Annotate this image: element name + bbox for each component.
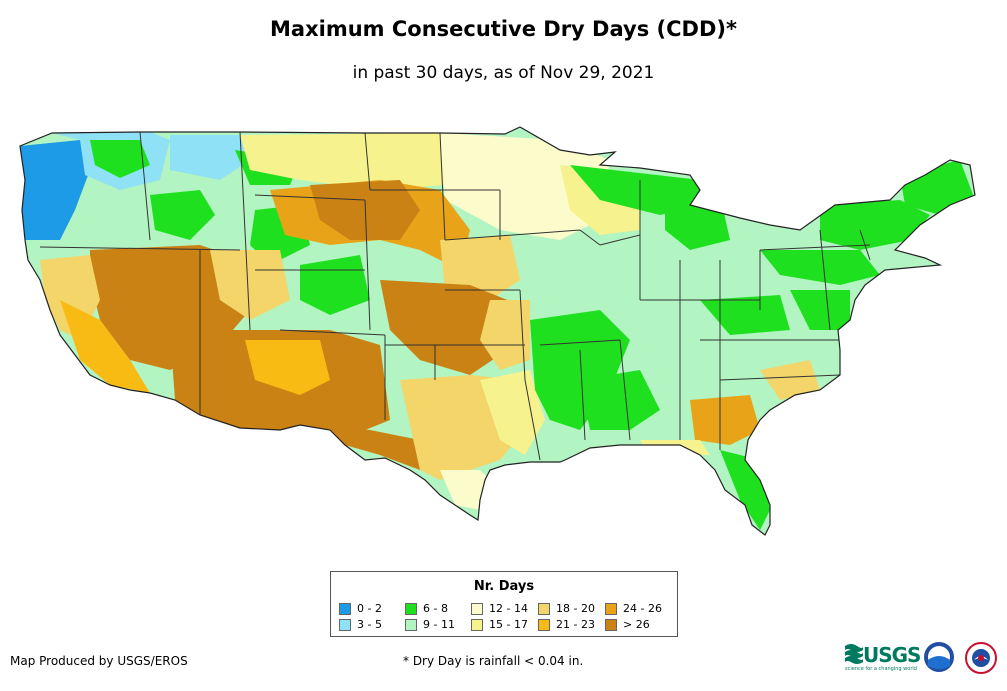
dry-day-note: * Dry Day is rainfall < 0.04 in. — [403, 654, 584, 668]
legend-item-gt26: > 26 — [605, 618, 650, 631]
legend-swatch — [605, 618, 617, 631]
logo-graphics — [845, 642, 997, 674]
region-idaho-6-8 — [150, 190, 215, 240]
legend-item-0-2: 0 - 2 — [339, 602, 382, 615]
usgs-wave-icon — [845, 644, 863, 664]
legend-label: 0 - 2 — [357, 602, 382, 615]
legend-item-21-23: 21 - 23 — [538, 618, 595, 631]
region-dakotas-12-14 — [440, 133, 610, 240]
region-arkansas-missouri-6-8 — [530, 310, 630, 430]
legend-swatch — [405, 618, 417, 631]
legend-label: 21 - 23 — [556, 618, 595, 631]
usgs-tagline: science for a changing world — [845, 666, 917, 672]
legend-label: 6 - 8 — [423, 602, 448, 615]
region-gulf-coast-15-17 — [640, 440, 710, 455]
legend-swatch — [339, 602, 351, 615]
legend-item-24-26: 24 - 26 — [605, 602, 662, 615]
legend-swatch — [538, 618, 550, 631]
region-montana-east-15-17 — [240, 133, 445, 190]
legend-item-3-5: 3 - 5 — [339, 618, 382, 631]
region-mid-atlantic-6-8 — [790, 290, 850, 330]
legend-label: > 26 — [623, 618, 650, 631]
region-new-york-6-8 — [820, 200, 930, 250]
legend-swatch — [471, 602, 483, 615]
legend-swatch — [339, 618, 351, 631]
usgs-logo-text: USGS — [863, 643, 921, 667]
legend-swatch — [605, 602, 617, 615]
legend-item-15-17: 15 - 17 — [471, 618, 528, 631]
region-east-kansas-18-20 — [480, 300, 530, 370]
map-title: Maximum Consecutive Dry Days (CDD)* — [270, 17, 737, 41]
region-nebraska-kansas-18-20 — [440, 235, 520, 300]
dry-day-regions — [20, 132, 975, 530]
legend: Nr. Days 0 - 2 3 - 5 6 - 8 9 - 11 12 - 1… — [330, 571, 678, 637]
legend-label: 3 - 5 — [357, 618, 382, 631]
region-pnw-0-2 — [20, 140, 90, 240]
region-georgia-24-26 — [690, 395, 760, 445]
legend-item-12-14: 12 - 14 — [471, 602, 528, 615]
legend-swatch — [405, 602, 417, 615]
legend-label: 24 - 26 — [623, 602, 662, 615]
legend-label: 18 - 20 — [556, 602, 595, 615]
legend-label: 12 - 14 — [489, 602, 528, 615]
region-arizona-highlands-21-23 — [245, 340, 330, 395]
region-california-south-21-23 — [60, 300, 150, 393]
nws-icon — [965, 642, 997, 674]
region-kansas-oklahoma-gt26 — [380, 280, 520, 375]
legend-label: 15 - 17 — [489, 618, 528, 631]
region-montana-west-3-5 — [170, 135, 250, 180]
region-utah-18-20 — [210, 250, 290, 320]
region-appalachia-6-8 — [700, 295, 790, 335]
region-pennsylvania-6-8 — [760, 250, 880, 285]
region-cascades-6-8 — [90, 140, 150, 178]
state-boundaries — [39, 131, 871, 461]
region-carolinas-18-20 — [760, 360, 820, 400]
region-south-texas-12-14 — [440, 470, 500, 510]
legend-title: Nr. Days — [473, 579, 535, 594]
noaa-icon — [924, 642, 954, 672]
agency-logos: USGS science for a changing world — [843, 640, 1003, 676]
legend-swatch — [471, 618, 483, 631]
region-east-texas-15-17 — [480, 370, 545, 455]
legend-item-9-11: 9 - 11 — [405, 618, 455, 631]
region-mississippi-6-8 — [580, 370, 660, 430]
credit-text: Map Produced by USGS/EROS — [10, 654, 188, 668]
legend-swatch — [538, 602, 550, 615]
legend-item-6-8: 6 - 8 — [405, 602, 448, 615]
map-subtitle: in past 30 days, as of Nov 29, 2021 — [352, 63, 655, 83]
legend-label: 9 - 11 — [423, 618, 455, 631]
legend-item-18-20: 18 - 20 — [538, 602, 595, 615]
